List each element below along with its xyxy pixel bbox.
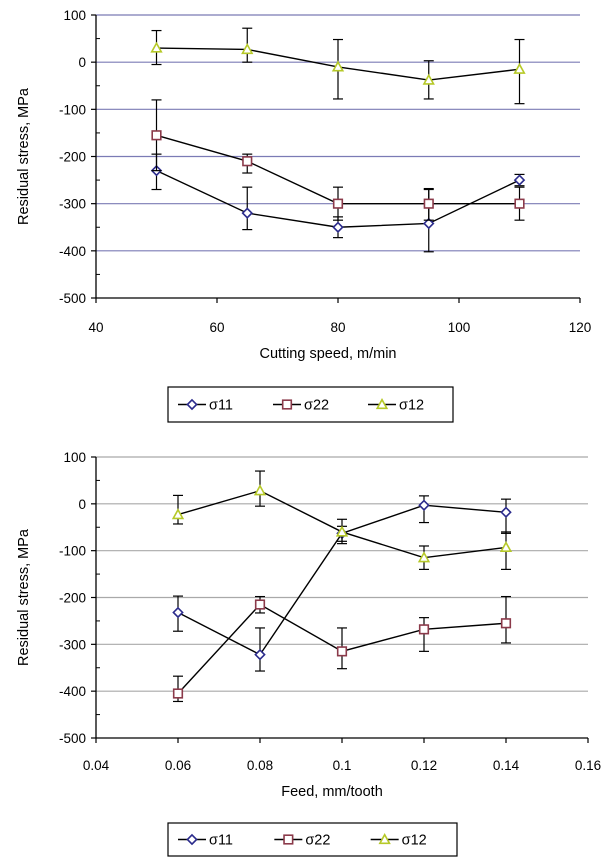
x-tick-label: 0.1 (333, 758, 352, 773)
x-tick-label: 80 (330, 320, 345, 335)
data-point (241, 207, 253, 219)
series-σ12 (150, 27, 526, 105)
series-σ22 (172, 595, 512, 703)
legend-label: σ22 (304, 398, 329, 414)
x-tick-label: 40 (88, 320, 103, 335)
data-point (331, 60, 345, 72)
data-point (254, 648, 266, 661)
data-point (418, 624, 430, 635)
legend-marker (186, 833, 198, 846)
x-axis-title: Feed, mm/tooth (281, 784, 383, 800)
data-point (418, 499, 430, 511)
y-tick-label: -100 (59, 102, 86, 117)
legend-label: σ12 (402, 833, 427, 849)
legend-marker (375, 398, 389, 410)
data-point (253, 484, 267, 496)
data-point (242, 156, 253, 167)
y-tick-label: 100 (63, 8, 86, 23)
data-point (335, 525, 349, 537)
x-tick-label: 100 (448, 320, 471, 335)
x-tick-label: 120 (569, 320, 592, 335)
data-point (172, 606, 184, 619)
data-point (423, 198, 434, 209)
legend-label: σ12 (399, 398, 424, 414)
data-point (514, 198, 525, 209)
legend-label: σ11 (209, 833, 233, 849)
data-point (332, 198, 344, 209)
data-point (254, 599, 266, 610)
y-tick-label: -100 (59, 544, 86, 559)
y-tick-label: -300 (59, 197, 86, 212)
y-tick-label: -500 (59, 731, 86, 746)
x-axis-title: Cutting speed, m/min (259, 346, 396, 362)
legend-marker (283, 834, 294, 845)
chart-1: -500 -400 -300 -200 -100 0 100 40 60 80 100 120 Cutt… (16, 8, 592, 423)
legend-box (167, 386, 454, 423)
y-tick-label: -500 (59, 291, 86, 306)
legend: σ11 σ22 σ12 (167, 386, 454, 423)
legend-box (167, 822, 458, 857)
x-tick-label: 0.06 (165, 758, 191, 773)
y-tick-label: 0 (78, 497, 86, 512)
y-tick-label: -200 (59, 150, 86, 165)
data-point (172, 688, 184, 699)
data-point (513, 174, 526, 186)
data-point (499, 540, 513, 553)
data-point (336, 646, 348, 657)
x-tick-label: 0.12 (411, 758, 437, 773)
data-point (332, 221, 344, 233)
series-σ22 (151, 99, 525, 221)
chart-2: -500 -400 -300 -200 -100 0 100 0.04 0.06 0.08 0.1 0… (16, 450, 601, 857)
x-tick-label: 60 (209, 320, 224, 335)
y-tick-label: -200 (59, 591, 86, 606)
y-tick-label: -400 (59, 244, 86, 259)
y-tick-label: 100 (63, 450, 86, 465)
data-point (171, 508, 185, 520)
y-tick-label: -300 (59, 637, 86, 652)
data-point (513, 62, 526, 74)
x-tick-label: 0.08 (247, 758, 273, 773)
legend-marker (186, 398, 198, 411)
data-point (423, 217, 435, 230)
y-tick-label: -400 (59, 684, 86, 699)
data-point (500, 506, 512, 518)
data-point (417, 551, 431, 563)
y-tick-label: 0 (78, 55, 86, 70)
legend: σ11 σ22 σ12 (167, 822, 458, 857)
legend-marker (281, 399, 293, 410)
y-axis-title: Residual stress, MPa (16, 528, 32, 666)
data-point (241, 42, 254, 55)
x-tick-label: 0.14 (493, 758, 520, 773)
x-tick-label: 0.16 (575, 758, 601, 773)
x-tick-label: 0.04 (83, 758, 110, 773)
data-point (150, 41, 163, 53)
legend-marker (378, 833, 391, 845)
legend-label: σ22 (305, 833, 330, 849)
data-point (151, 130, 162, 141)
legend-label: σ11 (209, 398, 233, 414)
data-point (500, 618, 512, 629)
y-axis-title: Residual stress, MPa (16, 87, 32, 225)
series-σ12 (171, 470, 513, 571)
data-point (422, 73, 435, 85)
